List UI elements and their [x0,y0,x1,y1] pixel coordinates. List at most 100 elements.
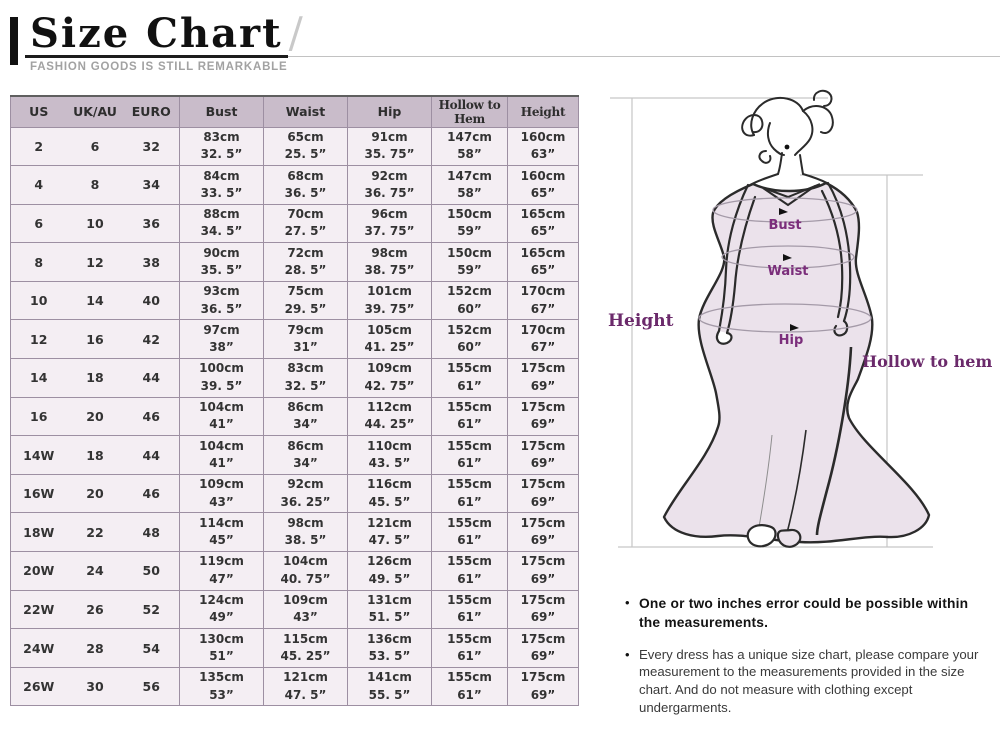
table-cell-uk-au: 30 [66,666,124,707]
column-header-bust: Bust [179,95,264,128]
neck-right [799,154,804,175]
table-row: 14W 18 44 104cm 41” 86cm 34” 110cm 43. 5” 155cm 61… [10,435,579,475]
header-rule-line [288,56,1000,57]
table-cell-hip: 131cm 51. 5” [347,589,432,630]
table-cell-uk-au: 8 [66,165,124,205]
table-cell-hip: 92cm 36. 75” [347,165,432,205]
mannequin-illustration: Bust Waist Hip Height Hollow to hem [608,89,992,548]
table-cell-hollow-to-hem: 152cm 60” [431,319,508,360]
head-and-hair [741,89,834,186]
table-cell-waist: 65cm 25. 5” [263,126,348,167]
table-cell-hollow-to-hem: 147cm 58” [431,165,508,205]
table-cell-euro: 56 [123,666,180,707]
column-header-euro: EURO [123,95,180,128]
waist-ellipse [721,245,855,269]
table-cell-us: 10 [10,280,67,321]
table-cell-hip: 109cm 42. 75” [347,358,432,398]
height-label: Height [608,311,674,331]
title-accent-bar [10,17,18,65]
table-cell-uk-au: 18 [66,358,124,398]
table-cell-us: 14 [10,358,67,398]
size-table-body: 2 6 32 83cm 32. 5” 65cm 25. 5” 91cm 35. 75” 147cm… [10,126,579,707]
table-header-row: US UK/AU EURO Bust Waist Hip Hollow to H… [10,95,579,128]
hair-bun [812,89,833,107]
table-cell-hollow-to-hem: 155cm 61” [431,435,508,475]
table-cell-euro: 46 [123,473,180,514]
table-row: 24W 28 54 130cm 51” 115cm 45. 25” 136cm 53. 5” 15… [10,628,579,668]
table-cell-uk-au: 12 [66,242,124,282]
table-row: 8 12 38 90cm 35. 5” 72cm 28. 5” 98cm 38. 75” 150c… [10,242,579,282]
hem-curl-right [776,528,802,548]
table-cell-us: 16 [10,396,67,437]
table-cell-uk-au: 24 [66,551,124,591]
table-cell-uk-au: 6 [66,126,124,167]
hip-ellipse [698,303,872,333]
hair-curl-neck [758,150,772,164]
table-cell-euro: 44 [123,435,180,475]
table-cell-us: 20W [10,551,67,591]
column-header-hip: Hip [347,95,432,128]
table-cell-uk-au: 16 [66,319,124,360]
table-row: 18W 22 48 114cm 45” 98cm 38. 5” 121cm 47. 5” 155c… [10,512,579,553]
table-row: 14 18 44 100cm 39. 5” 83cm 32. 5” 109cm 42. 75” 1… [10,358,579,398]
note-text: One or two inches error could be possibl… [639,596,969,631]
table-cell-bust: 90cm 35. 5” [179,242,264,282]
table-cell-hollow-to-hem: 152cm 60” [431,280,508,321]
table-cell-waist: 72cm 28. 5” [263,242,348,282]
table-cell-bust: 104cm 41” [179,396,264,437]
measurement-ellipses [698,197,872,333]
table-cell-hip: 126cm 49. 5” [347,551,432,591]
table-cell-hip: 112cm 44. 25” [347,396,432,437]
table-cell-height: 170cm 67” [507,280,579,321]
right-hand [833,319,849,337]
table-cell-euro: 34 [123,165,180,205]
bullet-icon: • [625,595,630,610]
table-cell-hip: 121cm 47. 5” [347,512,432,553]
table-cell-height: 175cm 69” [507,551,579,591]
slit-line [815,346,853,536]
dress-measurement-figure: Bust Waist Hip Height Hollow to hem [600,85,1000,560]
left-arm-outer [717,183,750,333]
column-header-height: Height [507,95,579,128]
table-cell-bust: 124cm 49” [179,589,264,630]
table-cell-hip: 96cm 37. 75” [347,203,432,244]
table-cell-bust: 83cm 32. 5” [179,126,264,167]
note-text: Every dress has a unique size chart, ple… [639,646,979,716]
table-cell-euro: 46 [123,396,180,437]
shoulder-left [749,173,779,186]
table-cell-hip: 98cm 38. 75” [347,242,432,282]
table-cell-us: 8 [10,242,67,282]
table-cell-bust: 109cm 43” [179,473,264,514]
table-cell-height: 175cm 69” [507,512,579,553]
table-cell-euro: 50 [123,551,180,591]
table-cell-hip: 91cm 35. 75” [347,126,432,167]
table-cell-hollow-to-hem: 155cm 61” [431,512,508,553]
table-row: 16 20 46 104cm 41” 86cm 34” 112cm 44. 25” 155cm 61… [10,396,579,437]
table-cell-height: 165cm 65” [507,203,579,244]
table-cell-height: 160cm 65” [507,165,579,205]
table-cell-height: 175cm 69” [507,666,579,707]
table-cell-hip: 116cm 45. 5” [347,473,432,514]
table-cell-hollow-to-hem: 155cm 61” [431,473,508,514]
table-cell-waist: 121cm 47. 5” [263,666,348,707]
table-cell-bust: 93cm 36. 5” [179,280,264,321]
table-cell-waist: 86cm 34” [263,435,348,475]
table-cell-euro: 54 [123,628,180,668]
table-cell-bust: 119cm 47” [179,551,264,591]
note-item: • Every dress has a unique size chart, p… [625,646,987,717]
table-cell-us: 24W [10,628,67,668]
table-row: 20W 24 50 119cm 47” 104cm 40. 75” 126cm 49. 5” 15… [10,551,579,591]
table-cell-euro: 42 [123,319,180,360]
label-arrows [779,208,799,331]
table-cell-us: 22W [10,589,67,630]
v-neckline [757,183,821,207]
table-cell-hollow-to-hem: 150cm 59” [431,203,508,244]
table-cell-height: 175cm 69” [507,473,579,514]
table-row: 26W 30 56 135cm 53” 121cm 47. 5” 141cm 55. 5” 155… [10,666,579,707]
left-hand [715,329,733,345]
hair-right [802,105,834,134]
table-cell-hip: 141cm 55. 5” [347,666,432,707]
table-cell-us: 26W [10,666,67,707]
table-cell-hollow-to-hem: 155cm 61” [431,551,508,591]
table-cell-height: 175cm 69” [507,358,579,398]
